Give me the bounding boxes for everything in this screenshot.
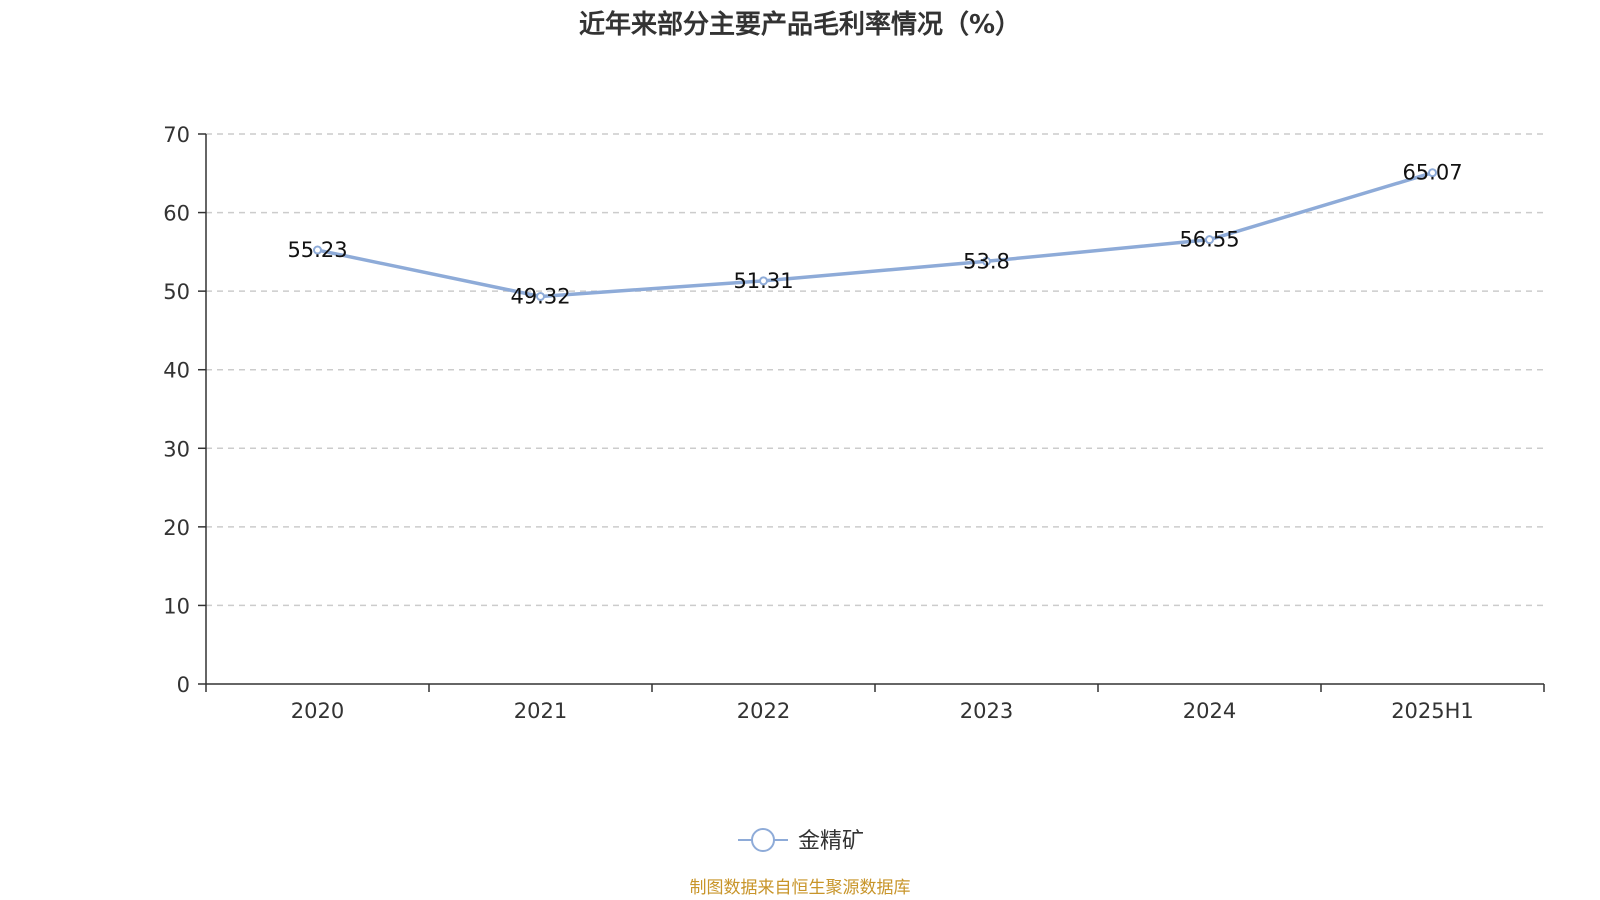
grid-lines [206, 133, 1544, 607]
data-label: 56.55 [1179, 228, 1239, 252]
data-labels: 55.23 49.32 51.31 53.8 56.55 65.07 [287, 161, 1462, 309]
data-label: 53.8 [963, 249, 1010, 273]
x-tick-label: 2021 [514, 699, 567, 723]
y-tick-label: 10 [163, 594, 190, 618]
legend-label: 金精矿 [798, 829, 864, 854]
legend-circle-icon [751, 828, 775, 852]
data-point[interactable] [1205, 235, 1214, 245]
data-point[interactable] [982, 256, 991, 266]
y-tick-label: 30 [163, 437, 190, 461]
y-tick-label: 70 [163, 123, 190, 147]
y-tick-label: 60 [163, 202, 190, 226]
legend[interactable]: 金精矿 [738, 828, 864, 854]
data-point[interactable] [313, 245, 322, 255]
data-label: 49.32 [510, 284, 570, 308]
series-layer [313, 168, 1437, 301]
x-tick-label: 2022 [737, 699, 790, 723]
x-tick-label: 2025H1 [1391, 699, 1474, 723]
y-tick-label: 20 [163, 516, 190, 540]
y-tick-label: 0 [177, 673, 190, 697]
source-note: 制图数据来自恒生聚源数据库 [690, 878, 911, 898]
data-point[interactable] [1428, 168, 1437, 178]
data-point[interactable] [536, 291, 545, 301]
x-tick-label: 2020 [291, 699, 344, 723]
x-tick-label: 2024 [1183, 699, 1236, 723]
data-label: 51.31 [733, 269, 793, 293]
chart-title: 近年来部分主要产品毛利率情况（%） [579, 9, 1021, 40]
axes: 0 10 20 30 40 50 60 70 2020 2021 2022 2023 2024 2025H… [163, 123, 1545, 723]
series-line [317, 171, 1434, 299]
data-point[interactable] [759, 276, 768, 286]
data-label: 65.07 [1402, 161, 1462, 185]
y-tick-label: 40 [163, 359, 190, 383]
y-tick-label: 50 [163, 280, 190, 304]
x-tick-label: 2023 [960, 699, 1013, 723]
data-label: 55.23 [287, 238, 347, 262]
